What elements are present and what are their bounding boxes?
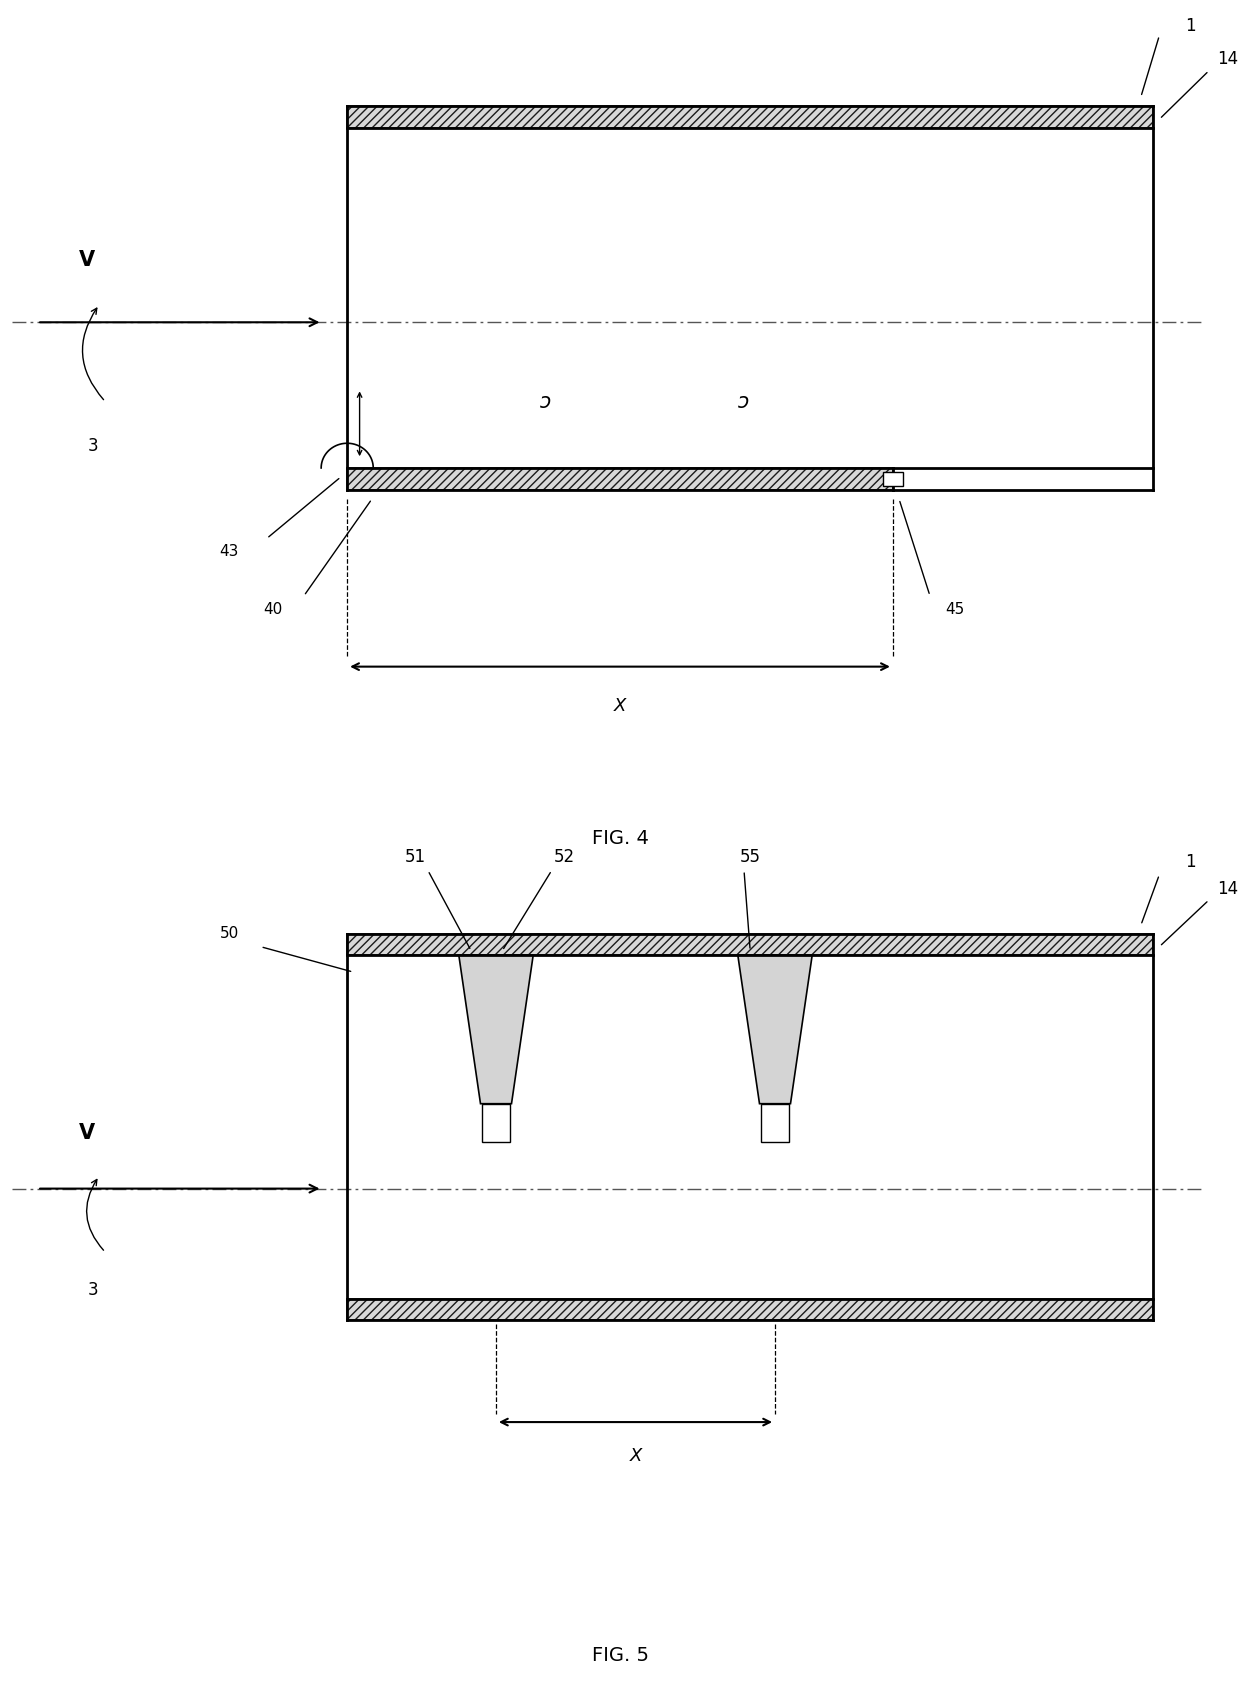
Polygon shape	[738, 954, 812, 1104]
Text: 45: 45	[945, 601, 965, 616]
Text: FIG. 5: FIG. 5	[591, 1645, 649, 1666]
Bar	[347, 127, 1153, 469]
Bar	[347, 934, 1153, 954]
Bar	[347, 469, 893, 491]
Text: ɔ: ɔ	[539, 392, 552, 411]
Bar	[761, 1104, 789, 1141]
Bar	[482, 1104, 510, 1141]
Text: 55: 55	[740, 849, 760, 866]
Text: ɔ: ɔ	[738, 392, 750, 411]
Text: 51: 51	[404, 849, 427, 866]
Text: V: V	[78, 1124, 95, 1143]
Text: 52: 52	[553, 849, 575, 866]
Polygon shape	[459, 954, 533, 1104]
Text: 1: 1	[1185, 17, 1195, 36]
Text: 3: 3	[88, 436, 98, 455]
Text: X: X	[630, 1447, 641, 1465]
Text: X: X	[614, 698, 626, 715]
Text: 40: 40	[263, 601, 283, 616]
Bar	[347, 1299, 1153, 1321]
Bar	[883, 472, 903, 486]
Text: 3: 3	[88, 1282, 98, 1299]
Text: FIG. 4: FIG. 4	[591, 829, 649, 849]
Text: 50: 50	[219, 927, 239, 941]
Text: 14: 14	[1216, 880, 1239, 898]
Bar	[347, 105, 1153, 127]
Text: V: V	[78, 251, 95, 270]
Text: 14: 14	[1216, 51, 1239, 68]
Bar	[347, 954, 1153, 1299]
Text: 43: 43	[219, 545, 239, 559]
Text: 1: 1	[1185, 852, 1195, 871]
